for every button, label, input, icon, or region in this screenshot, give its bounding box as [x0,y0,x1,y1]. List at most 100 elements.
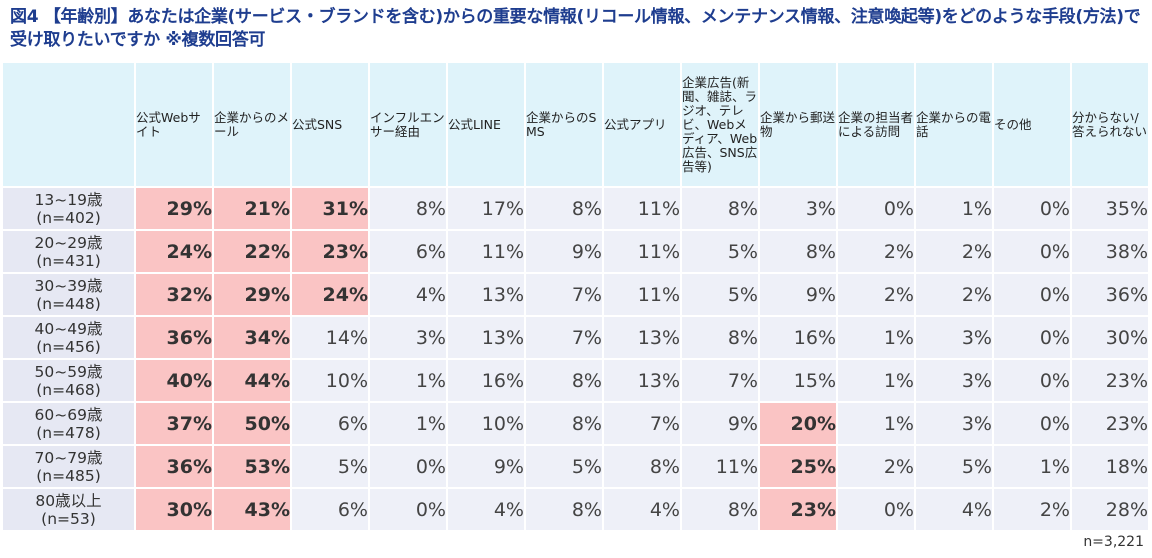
percent-cell: 7% [525,316,604,360]
sample-size-label: (n=468) [36,380,101,399]
percent-cell: 11% [603,230,682,274]
column-header: 公式SNS [291,63,370,188]
percent-cell: 13% [603,359,682,403]
column-header: 企業広告(新聞、雑誌、ラジオ、テレビ、Webメディア、Web広告、SNS広告等) [681,63,760,188]
percent-cell: 13% [447,316,526,360]
age-group-label: 70~79歳 [34,448,103,467]
corner-cell [3,63,136,188]
percent-cell: 16% [447,359,526,403]
percent-cell: 3% [759,187,838,231]
table-row: 13~19歳 (n=402) 29% 21% 31% 8% 17% 8% 11% 8% 3% 0% 1%… [3,187,1150,231]
percent-cell: 0% [993,402,1072,446]
percent-cell: 40% [135,359,214,403]
percent-cell: 4% [369,273,448,317]
percent-cell: 5% [525,445,604,489]
percent-cell: 4% [915,488,994,532]
percent-cell: 13% [447,273,526,317]
percent-cell: 3% [369,316,448,360]
percent-cell: 9% [447,445,526,489]
percent-cell: 2% [993,488,1072,532]
age-group-label: 20~29歳 [34,233,103,252]
percent-cell: 0% [369,445,448,489]
percent-cell: 8% [681,316,760,360]
age-group-label: 50~59歳 [34,362,103,381]
percent-cell: 24% [291,273,370,317]
percent-cell: 9% [759,273,838,317]
percent-cell: 3% [915,316,994,360]
percent-cell: 8% [369,187,448,231]
percent-cell: 1% [837,316,916,360]
column-header: 分からない/答えられない [1071,63,1150,188]
percent-cell: 4% [603,488,682,532]
percent-cell: 22% [213,230,292,274]
percent-cell: 44% [213,359,292,403]
sample-size-label: (n=53) [41,509,96,528]
percent-cell: 36% [135,316,214,360]
results-table: 公式Webサイト 企業からのメール 公式SNS インフルエンサー経由 公式LINE 企業か… [3,63,1150,532]
percent-cell: 5% [681,230,760,274]
percent-cell: 36% [135,445,214,489]
percent-cell: 18% [1071,445,1150,489]
percent-cell: 11% [603,187,682,231]
sample-size-label: (n=402) [36,208,101,227]
table-row: 70~79歳 (n=485) 36% 53% 5% 0% 9% 5% 8% 11% 25% 2% 5% 1… [3,445,1150,489]
percent-cell: 8% [525,488,604,532]
percent-cell: 50% [213,402,292,446]
percent-cell: 7% [681,359,760,403]
column-header: 公式アプリ [603,63,682,188]
percent-cell: 8% [525,359,604,403]
percent-cell: 20% [759,402,838,446]
percent-cell: 8% [603,445,682,489]
percent-cell: 8% [525,402,604,446]
percent-cell: 23% [1071,402,1150,446]
row-label: 13~19歳 (n=402) [3,187,136,231]
percent-cell: 4% [447,488,526,532]
table-row: 50~59歳 (n=468) 40% 44% 10% 1% 16% 8% 13% 7% 15% 1% 3… [3,359,1150,403]
percent-cell: 30% [135,488,214,532]
percent-cell: 1% [369,359,448,403]
percent-cell: 34% [213,316,292,360]
percent-cell: 9% [525,230,604,274]
percent-cell: 21% [213,187,292,231]
percent-cell: 6% [291,402,370,446]
percent-cell: 1% [837,359,916,403]
row-label: 80歳以上 (n=53) [3,488,136,532]
percent-cell: 5% [291,445,370,489]
percent-cell: 8% [759,230,838,274]
percent-cell: 8% [681,488,760,532]
percent-cell: 0% [993,359,1072,403]
percent-cell: 28% [1071,488,1150,532]
percent-cell: 0% [993,230,1072,274]
table-row: 20~29歳 (n=431) 24% 22% 23% 6% 11% 9% 11% 5% 8% 2% 2%… [3,230,1150,274]
percent-cell: 1% [993,445,1072,489]
percent-cell: 2% [915,230,994,274]
percent-cell: 14% [291,316,370,360]
percent-cell: 23% [759,488,838,532]
table-body: 13~19歳 (n=402) 29% 21% 31% 8% 17% 8% 11% 8% 3% 0% 1%… [3,187,1150,532]
header-row: 公式Webサイト 企業からのメール 公式SNS インフルエンサー経由 公式LINE 企業か… [3,63,1150,188]
column-header: インフルエンサー経由 [369,63,448,188]
percent-cell: 0% [369,488,448,532]
percent-cell: 53% [213,445,292,489]
age-group-label: 13~19歳 [34,190,103,209]
percent-cell: 31% [291,187,370,231]
percent-cell: 2% [837,273,916,317]
row-label: 50~59歳 (n=468) [3,359,136,403]
sample-size-label: (n=456) [36,337,101,356]
sample-size-label: (n=478) [36,423,101,442]
row-label: 20~29歳 (n=431) [3,230,136,274]
percent-cell: 11% [447,230,526,274]
column-header: その他 [993,63,1072,188]
percent-cell: 2% [837,230,916,274]
percent-cell: 0% [837,187,916,231]
column-header: 企業から郵送物 [759,63,838,188]
percent-cell: 13% [603,316,682,360]
column-header: 企業の担当者による訪問 [837,63,916,188]
percent-cell: 6% [369,230,448,274]
age-group-label: 60~69歳 [34,405,103,424]
percent-cell: 1% [369,402,448,446]
percent-cell: 2% [837,445,916,489]
percent-cell: 9% [681,402,760,446]
percent-cell: 10% [447,402,526,446]
percent-cell: 1% [837,402,916,446]
